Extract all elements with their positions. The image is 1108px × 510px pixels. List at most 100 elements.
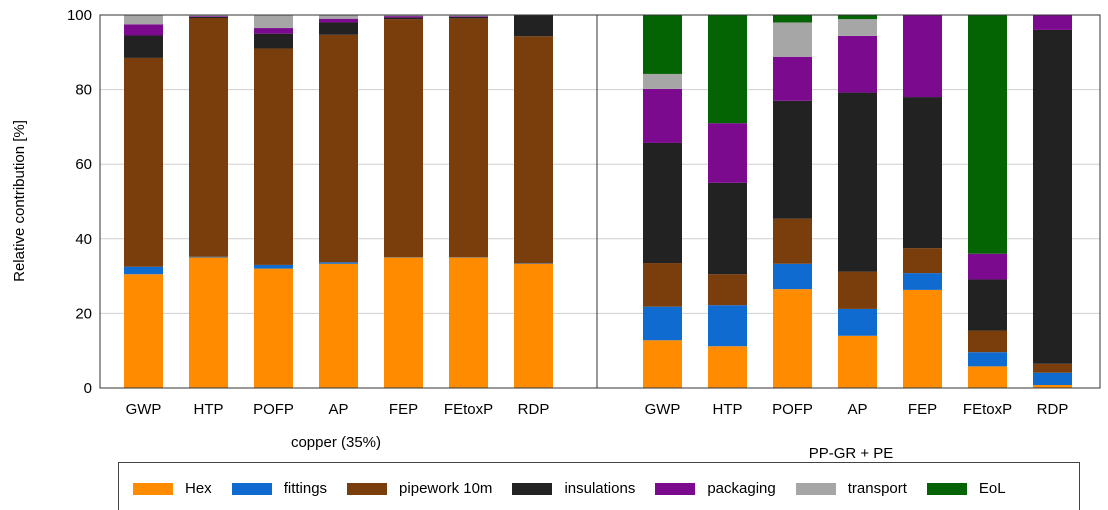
- bar-segment-pipework-10m: [968, 330, 1007, 353]
- legend-swatch: [133, 482, 173, 495]
- legend-label: fittings: [283, 480, 328, 497]
- bar-segment-transport: [773, 22, 812, 57]
- legend-item: insulations: [512, 480, 635, 497]
- bar-segment-pipework-10m: [643, 263, 682, 307]
- bar-segment-pipework-10m: [514, 36, 553, 264]
- x-tick-label: POFP: [772, 401, 813, 418]
- bar-segment-packaging: [319, 18, 358, 23]
- bar-segment-packaging: [708, 123, 747, 183]
- bar-segment-pipework-10m: [773, 218, 812, 264]
- plot-frame: [99, 14, 1101, 389]
- bar-segment-fittings: [838, 308, 877, 336]
- bar-segment-insulations: [643, 142, 682, 264]
- x-tick-label: HTP: [194, 401, 224, 418]
- legend-item: fittings: [231, 480, 328, 497]
- bar-segment-packaging: [968, 253, 1007, 280]
- legend-label: pipework 10m: [399, 480, 493, 497]
- bar-segment-pipework-10m: [838, 271, 877, 309]
- legend-item: pipework 10m: [347, 480, 492, 497]
- bar-segment-pipework-10m: [384, 19, 423, 258]
- bar-segment-pipework-10m: [124, 57, 163, 267]
- bar-segment-pipework-10m: [189, 17, 228, 257]
- y-tick-label: 100: [67, 7, 92, 24]
- bar-segment-hex: [254, 268, 293, 388]
- bar-segment-insulations: [254, 33, 293, 49]
- bar-segment-fittings: [903, 273, 942, 290]
- y-tick-label: 80: [75, 82, 92, 99]
- x-tick-label: GWP: [126, 401, 162, 418]
- bar-segment-packaging: [903, 15, 942, 98]
- legend-swatch: [347, 482, 388, 495]
- bar-segment-packaging: [1033, 15, 1072, 30]
- bar-segment-insulations: [1033, 29, 1072, 364]
- legend-swatch: [655, 482, 696, 495]
- y-tick-label: 20: [75, 305, 92, 322]
- bar-segment-packaging: [449, 16, 488, 17]
- panel-label-copper: copper (35%): [291, 434, 381, 451]
- bar-segment-packaging: [254, 28, 293, 34]
- bar-segment-fittings: [968, 352, 1007, 367]
- x-tick-label: GWP: [645, 401, 681, 418]
- bar-segment-hex: [449, 257, 488, 388]
- bar-segment-hex: [189, 257, 228, 388]
- legend-label: Hex: [185, 480, 212, 497]
- x-tick-label: FEP: [389, 401, 418, 418]
- legend-item: EoL: [926, 480, 1006, 497]
- bar-segment-insulations: [968, 279, 1007, 331]
- bar-segment-packaging: [838, 35, 877, 93]
- bar-segment-eol: [643, 15, 682, 74]
- bar-segment-transport: [124, 15, 163, 25]
- bar-segment-packaging: [773, 56, 812, 101]
- bar-segment-eol: [968, 15, 1007, 254]
- bar-segment-fittings: [1033, 372, 1072, 386]
- legend-label: packaging: [707, 480, 776, 497]
- bar-segment-hex: [124, 274, 163, 388]
- bar-segment-hex: [514, 263, 553, 388]
- bar-segment-insulations: [124, 35, 163, 58]
- bar-segment-transport: [838, 19, 877, 36]
- bar-segment-hex: [643, 340, 682, 388]
- bar-segment-insulations: [903, 97, 942, 249]
- bar-segment-fittings: [643, 306, 682, 341]
- legend-label: transport: [847, 480, 907, 497]
- y-axis-label: Relative contribution [%]: [11, 120, 28, 282]
- bar-segment-eol: [708, 15, 747, 124]
- bar-segment-fittings: [124, 266, 163, 275]
- x-tick-label: RDP: [518, 401, 550, 418]
- bar-segment-transport: [189, 15, 228, 17]
- x-tick-label: FEtoxP: [444, 401, 493, 418]
- legend: Hex fittings pipework 10m insulations packag…: [118, 462, 1080, 510]
- bar-segment-insulations: [773, 100, 812, 219]
- bar-segment-pipework-10m: [319, 34, 358, 263]
- x-tick-labels: GWP HTP POFP AP FEP FEtoxP RDP GWP HTP POFP AP FEP F…: [126, 401, 1069, 418]
- bar-segment-hex: [773, 289, 812, 388]
- legend-item: Hex: [133, 480, 212, 497]
- x-tick-label: AP: [328, 401, 348, 418]
- bar-segment-pipework-10m: [254, 48, 293, 265]
- bar-segment-hex: [384, 257, 423, 388]
- x-tick-label: FEtoxP: [963, 401, 1012, 418]
- legend-item: transport: [795, 480, 907, 497]
- legend-label: EoL: [978, 480, 1006, 497]
- legend-swatch: [231, 482, 272, 495]
- y-tick-label: 60: [75, 156, 92, 173]
- bar-segment-packaging: [643, 88, 682, 143]
- bar-segment-insulations: [838, 92, 877, 272]
- bar-segment-insulations: [514, 15, 553, 37]
- bar-segment-pipework-10m: [449, 18, 488, 258]
- bars: [124, 15, 1072, 388]
- bar-segment-pipework-10m: [903, 248, 942, 274]
- bar-segment-hex: [319, 263, 358, 388]
- bar-segment-insulations: [384, 17, 423, 20]
- x-tick-label: RDP: [1037, 401, 1069, 418]
- bar-segment-fittings: [708, 305, 747, 347]
- bar-segment-packaging: [124, 24, 163, 36]
- bar-segment-transport: [254, 15, 293, 29]
- bar-segment-fittings: [773, 263, 812, 290]
- bar-segment-fittings: [189, 256, 228, 258]
- legend-label: insulations: [564, 480, 636, 497]
- legend-items: Hex fittings pipework 10m insulations packag…: [133, 480, 1026, 497]
- x-tick-label: POFP: [253, 401, 294, 418]
- x-tick-label: AP: [847, 401, 867, 418]
